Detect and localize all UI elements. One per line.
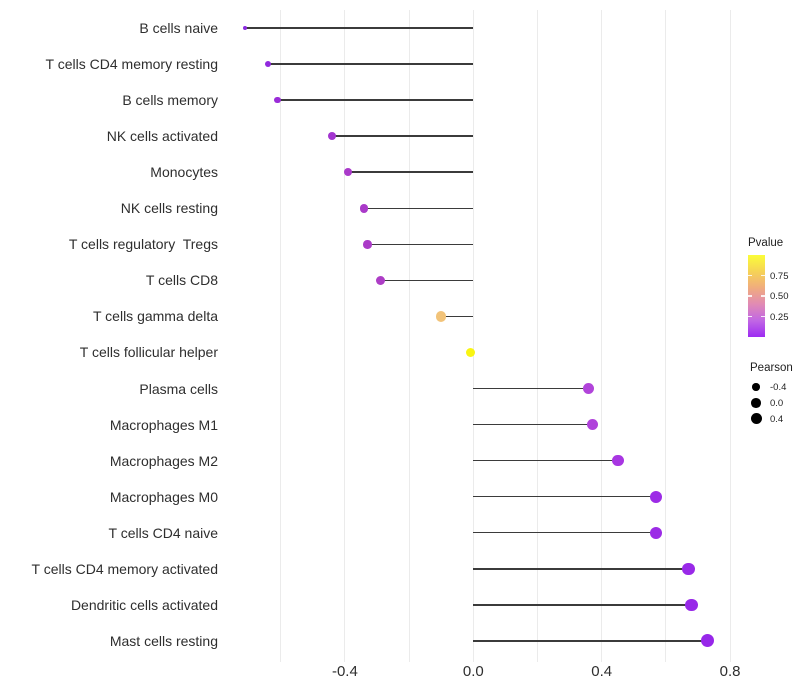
- y-axis-label: Dendritic cells activated: [70, 596, 218, 613]
- lollipop-dot: [465, 347, 475, 357]
- lollipop-stem: [332, 135, 474, 137]
- x-axis-tick-label: 0.0: [462, 663, 484, 680]
- x-axis-tick-label: 0.4: [591, 663, 613, 680]
- lollipop-stem: [473, 387, 589, 390]
- pvalue-tick-label: 0.25: [770, 311, 789, 323]
- pvalue-bar-tick: [761, 274, 765, 277]
- y-axis-label: T cells CD4 memory resting: [45, 56, 218, 73]
- lollipop-stem: [367, 243, 474, 246]
- y-axis-label: NK cells activated: [106, 128, 218, 145]
- lollipop-dot: [274, 96, 281, 104]
- pearson-legend-label: 0.0: [770, 397, 784, 409]
- pvalue-bar-tick: [748, 315, 752, 318]
- y-axis-label: T cells CD4 naive: [108, 524, 218, 541]
- lollipop-stem: [473, 604, 692, 606]
- y-axis-label: Macrophages M2: [109, 452, 218, 469]
- lollipop-dot: [682, 562, 695, 575]
- y-axis-label: T cells regulatory Tregs: [68, 236, 218, 253]
- pearson-legend-label: -0.4: [770, 382, 787, 393]
- lollipop-dot: [701, 634, 715, 648]
- x-gridline: [665, 10, 667, 662]
- lollipop-stem: [277, 99, 474, 101]
- pvalue-bar-tick: [761, 295, 765, 297]
- y-axis-label: T cells gamma delta: [92, 308, 218, 325]
- x-axis-tick-label: 0.8: [719, 663, 741, 680]
- x-gridline: [408, 10, 410, 662]
- pearson-legend-dot: [750, 413, 762, 425]
- lollipop-stem: [380, 279, 474, 282]
- lollipop-dot: [375, 275, 385, 285]
- lollipop-stem: [473, 640, 708, 642]
- pvalue-legend-title: Pvalue: [748, 237, 784, 249]
- y-axis-label: T cells CD4 memory activated: [31, 560, 218, 577]
- lollipop-stem: [441, 315, 474, 318]
- pvalue-tick-label: 0.75: [770, 270, 789, 282]
- lollipop-dot: [612, 454, 624, 467]
- lollipop-stem: [473, 568, 689, 570]
- lollipop-stem: [364, 207, 474, 209]
- y-axis-label: Macrophages M1: [109, 416, 218, 433]
- lollipop-stem: [245, 27, 474, 29]
- y-axis-label: Mast cells resting: [109, 632, 218, 649]
- lollipop-dot: [359, 204, 369, 213]
- lollipop-dot: [363, 240, 372, 249]
- lollipop-dot: [650, 490, 663, 503]
- x-axis-tick-label: -0.4: [331, 663, 358, 680]
- pvalue-bar-tick: [761, 315, 765, 318]
- lollipop-dot: [264, 61, 271, 68]
- pearson-legend-label: 0.4: [770, 413, 784, 425]
- lollipop-stem: [473, 423, 593, 426]
- lollipop-dot: [328, 132, 337, 141]
- pearson-legend-title: Pearson: [750, 362, 793, 374]
- lollipop-dot: [586, 419, 598, 431]
- lollipop-stem: [473, 459, 618, 462]
- pvalue-tick-label: 0.50: [770, 291, 789, 302]
- y-axis-label: T cells CD8: [145, 272, 218, 289]
- pvalue-bar-tick: [748, 274, 752, 277]
- lollipop-dot: [583, 383, 595, 394]
- x-gridline: [537, 10, 538, 662]
- y-axis-label: NK cells resting: [120, 200, 218, 217]
- lollipop-stem: [473, 531, 657, 534]
- y-axis-label: B cells memory: [122, 92, 218, 109]
- lollipop-stem: [348, 171, 474, 173]
- x-gridline: [472, 10, 474, 662]
- x-gridline: [729, 10, 731, 662]
- y-axis-label: Macrophages M0: [109, 488, 218, 505]
- x-gridline: [601, 10, 603, 662]
- y-axis-label: T cells follicular helper: [79, 344, 218, 361]
- x-gridline: [280, 10, 282, 662]
- pearson-legend-dot: [751, 398, 761, 408]
- lollipop-dot: [343, 167, 353, 177]
- lollipop-stem: [267, 63, 474, 65]
- lollipop-dot: [435, 311, 447, 322]
- x-gridline: [344, 10, 346, 662]
- y-axis-label: Monocytes: [150, 164, 218, 181]
- lollipop-dot: [243, 26, 248, 30]
- lollipop-dot: [650, 526, 663, 539]
- pvalue-gradient-bar: [748, 255, 765, 337]
- pvalue-bar-tick: [748, 295, 752, 297]
- lollipop-dot: [685, 598, 698, 612]
- y-axis-label: Plasma cells: [139, 380, 218, 397]
- y-axis-label: B cells naive: [139, 20, 218, 36]
- pearson-legend-dot: [752, 383, 760, 391]
- lollipop-stem: [473, 495, 657, 498]
